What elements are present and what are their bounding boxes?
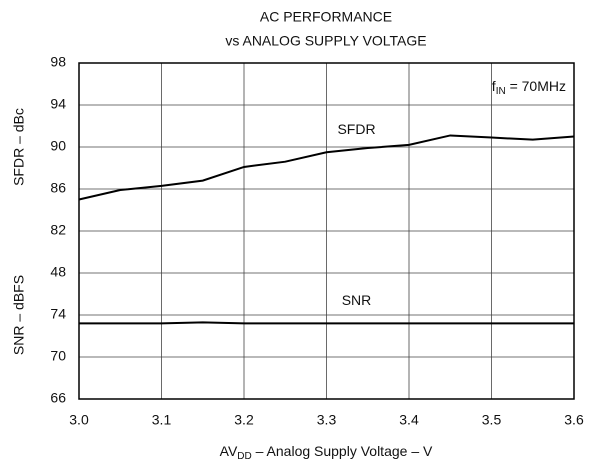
series-label: SFDR: [337, 121, 375, 137]
label-sub: IN: [496, 86, 506, 97]
y-tick-label: 94: [50, 96, 66, 112]
x-tick-label: 3.5: [482, 412, 502, 428]
y-tick-label: 70: [50, 348, 66, 364]
y-tick-label: 98: [50, 54, 66, 70]
y-axis-label: SFDR – dBc: [11, 108, 27, 186]
label-main: AV: [220, 443, 238, 459]
x-tick-label: 3.1: [152, 412, 172, 428]
x-axis-label: AVDD – Analog Supply Voltage – V: [220, 443, 433, 462]
plot-frame: [78, 62, 575, 400]
x-tick-label: 3.2: [234, 412, 254, 428]
y-tick-label: 82: [50, 222, 66, 238]
chart-title: AC PERFORMANCE: [260, 9, 392, 25]
x-tick-label: 3.3: [317, 412, 337, 428]
y-tick-label: 66: [50, 390, 66, 406]
x-tick-label: 3.0: [69, 412, 89, 428]
y-tick-label: 86: [50, 180, 66, 196]
label-main: f: [492, 78, 496, 94]
series-label: SNR: [342, 292, 372, 308]
x-tick-label: 3.6: [564, 412, 584, 428]
label-rest: = 70MHz: [506, 78, 566, 94]
chart-subtitle: vs ANALOG SUPPLY VOLTAGE: [225, 33, 426, 49]
y-tick-label: 74: [50, 306, 66, 322]
label-sub: DD: [237, 451, 251, 462]
label-rest: – Analog Supply Voltage – V: [252, 443, 433, 459]
y-tick-label: 48: [50, 264, 66, 280]
annotation: fIN = 70MHz: [492, 78, 566, 97]
series-line: [79, 321, 574, 325]
series-line: [78, 134, 575, 201]
x-tick-label: 3.4: [399, 412, 419, 428]
y-axis-label: SNR – dBFS: [11, 275, 27, 355]
y-tick-label: 90: [50, 138, 66, 154]
